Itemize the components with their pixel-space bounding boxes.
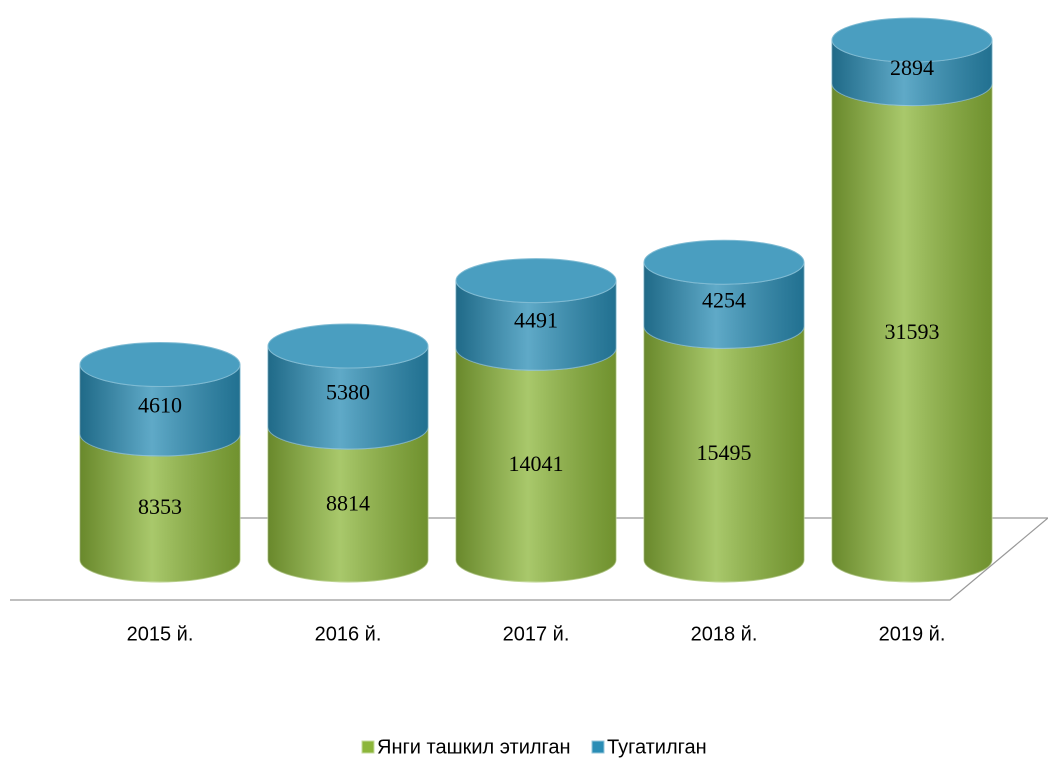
data-label: 15495	[697, 440, 752, 465]
x-tick-label: 2017 й.	[503, 623, 570, 645]
highlight	[456, 348, 616, 582]
highlight	[832, 83, 992, 582]
x-tick-label: 2018 й.	[691, 623, 758, 645]
highlight	[268, 345, 428, 450]
cylinder-cap	[79, 342, 241, 388]
x-tick-label: 2019 й.	[879, 623, 946, 645]
cylinder-cap	[831, 17, 993, 63]
cylinder-cap	[455, 258, 617, 304]
cylinder-cap	[267, 323, 429, 369]
legend-swatch	[591, 740, 605, 754]
highlight	[456, 280, 616, 371]
x-tick-label: 2015 й.	[127, 623, 194, 645]
highlight	[80, 434, 240, 582]
data-label: 2894	[890, 55, 934, 80]
data-label: 14041	[509, 451, 564, 476]
data-label: 4610	[138, 392, 182, 417]
x-tick-label: 2016 й.	[315, 623, 382, 645]
data-label: 4254	[702, 287, 746, 312]
legend-label: Тугатилган	[607, 736, 707, 758]
cylinder-cap	[643, 239, 805, 285]
data-label: 31593	[885, 319, 940, 344]
data-label: 5380	[326, 380, 370, 405]
highlight	[832, 40, 992, 106]
data-label: 8353	[138, 494, 182, 519]
highlight	[644, 326, 804, 582]
legend-label: Янги ташкил этилган	[377, 736, 571, 758]
data-label: 8814	[326, 491, 370, 516]
highlight	[644, 262, 804, 349]
legend-swatch	[361, 740, 375, 754]
highlight	[268, 427, 428, 582]
data-label: 4491	[514, 307, 558, 332]
highlight	[80, 364, 240, 457]
